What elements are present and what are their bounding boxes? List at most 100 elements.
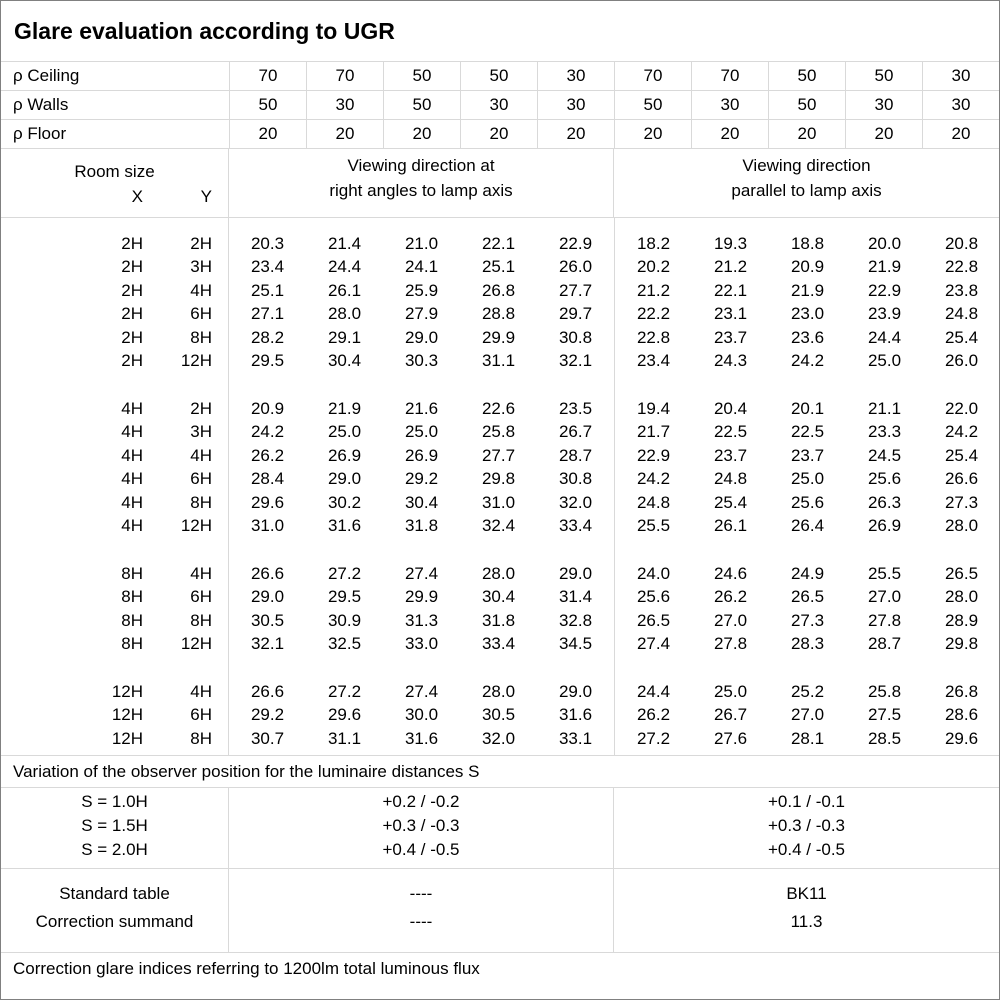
ugr-value: 20.8 <box>944 233 979 253</box>
ugr-value: 26.1 <box>327 280 362 300</box>
room-y-value: 2H <box>190 233 212 253</box>
room-x-value: 4H <box>121 516 143 536</box>
ugr-value: 23.3 <box>867 422 902 442</box>
variation-note: Variation of the observer position for t… <box>1 756 999 788</box>
ugr-value: 25.2 <box>790 681 825 701</box>
ugr-row-parallel: 21.2 22.1 21.9 22.9 23.8 <box>615 279 999 303</box>
ugr-value: 21.9 <box>867 257 902 277</box>
ugr-value: 28.0 <box>327 304 362 324</box>
ugr-value: 30.5 <box>481 705 516 725</box>
ugr-value: 26.9 <box>867 516 902 536</box>
ugr-value: 26.5 <box>944 563 979 583</box>
ugr-value: 23.5 <box>558 398 593 418</box>
ugr-value: 22.0 <box>944 398 979 418</box>
ugr-value: 28.4 <box>250 469 285 489</box>
s-correction-parallel-value: +0.4 / -0.5 <box>767 840 846 859</box>
block-gap <box>615 538 999 562</box>
room-size-row: 2H 2H <box>1 232 228 256</box>
reflectance-value: 30 <box>691 91 768 119</box>
room-y-value: 8H <box>190 327 212 347</box>
ugr-value: 22.6 <box>481 398 516 418</box>
room-y-value: 3H <box>190 422 212 442</box>
ugr-value: 20.2 <box>636 257 671 277</box>
ugr-value: 32.4 <box>481 516 516 536</box>
ugr-value: 31.4 <box>558 587 593 607</box>
reflectance-value: 50 <box>229 91 306 119</box>
viewing-right-angles-header: Viewing direction at right angles to lam… <box>229 149 614 217</box>
ugr-value: 28.0 <box>944 516 979 536</box>
ugr-value: 22.5 <box>713 422 748 442</box>
ugr-value: 26.7 <box>558 422 593 442</box>
ugr-value: 25.8 <box>867 681 902 701</box>
room-x-value: 8H <box>121 634 143 654</box>
ugr-value: 21.6 <box>404 398 439 418</box>
room-x-value: 2H <box>121 257 143 277</box>
ugr-value: 28.7 <box>558 445 593 465</box>
ugr-value: 23.9 <box>867 304 902 324</box>
ugr-row-parallel: 21.7 22.5 22.5 23.3 24.2 <box>615 421 999 445</box>
reflectance-row-label: ρ Walls <box>13 95 69 114</box>
ugr-value: 22.8 <box>944 257 979 277</box>
standard-table-label: Correction summand <box>35 912 194 931</box>
reflectance-value: 20 <box>460 120 537 148</box>
room-y-value: 6H <box>190 469 212 489</box>
standard-table-parallel-value: BK11 <box>786 884 827 903</box>
ugr-value: 26.0 <box>944 351 979 371</box>
room-x-value: 12H <box>111 728 143 748</box>
ugr-value: 29.2 <box>404 469 439 489</box>
ugr-value: 34.5 <box>558 634 593 654</box>
s-correction-parallel-value: +0.3 / -0.3 <box>767 816 846 835</box>
ugr-value: 27.2 <box>636 728 671 748</box>
ugr-value: 29.0 <box>404 327 439 347</box>
ugr-value: 32.8 <box>558 610 593 630</box>
ugr-value: 29.1 <box>327 327 362 347</box>
ugr-value: 29.6 <box>250 492 285 512</box>
standard-table-right-angles-value: ---- <box>409 912 433 931</box>
ugr-row-right-angles: 30.7 31.1 31.6 32.0 33.1 <box>229 727 614 751</box>
room-size-row: 4H 4H <box>1 444 228 468</box>
room-x-value: 2H <box>121 233 143 253</box>
ugr-row-right-angles: 26.6 27.2 27.4 28.0 29.0 <box>229 680 614 704</box>
reflectance-value: 70 <box>614 62 691 90</box>
reflectance-value: 30 <box>306 91 383 119</box>
ugr-value: 25.6 <box>636 587 671 607</box>
ugr-value: 25.9 <box>404 280 439 300</box>
reflectance-value: 50 <box>768 62 845 90</box>
ugr-value: 33.1 <box>558 728 593 748</box>
room-y-value: 8H <box>190 728 212 748</box>
block-gap <box>229 656 614 680</box>
ugr-value: 26.6 <box>250 563 285 583</box>
ugr-value: 30.8 <box>558 469 593 489</box>
ugr-value: 22.2 <box>636 304 671 324</box>
reflectance-value: 20 <box>845 120 922 148</box>
ugr-value: 29.0 <box>327 469 362 489</box>
s-correction-label: S = 1.5H <box>81 816 148 835</box>
ugr-value: 29.9 <box>481 327 516 347</box>
ugr-value: 24.8 <box>636 492 671 512</box>
viewing-parallel-header: Viewing direction parallel to lamp axis <box>614 149 999 217</box>
ugr-value: 30.5 <box>250 610 285 630</box>
ugr-value: 29.8 <box>944 634 979 654</box>
ugr-row-parallel: 25.5 26.1 26.4 26.9 28.0 <box>615 515 999 539</box>
reflectance-value: 30 <box>460 91 537 119</box>
ugr-row-parallel: 24.0 24.6 24.9 25.5 26.5 <box>615 562 999 586</box>
s-correction-label: S = 2.0H <box>81 840 148 859</box>
room-x-value: 2H <box>121 280 143 300</box>
ugr-value: 27.5 <box>867 705 902 725</box>
room-size-header: Room size X Y <box>1 149 229 217</box>
ugr-value: 26.2 <box>713 587 748 607</box>
ugr-value: 31.6 <box>404 728 439 748</box>
ugr-value: 20.0 <box>867 233 902 253</box>
ugr-value: 32.1 <box>558 351 593 371</box>
ugr-value: 25.4 <box>944 445 979 465</box>
page-title: Glare evaluation according to UGR <box>1 1 999 62</box>
room-y-value: 4H <box>190 681 212 701</box>
ugr-value: 26.9 <box>327 445 362 465</box>
ugr-value: 23.0 <box>790 304 825 324</box>
ugr-value: 27.4 <box>404 563 439 583</box>
ugr-value: 18.8 <box>790 233 825 253</box>
room-size-column: 2H 2H 2H 3H 2H 4H 2H 6H 2H 8H 2H 12H 4H 2H 4H 3H 4H 4H 4H 6… <box>1 218 229 755</box>
ugr-value: 25.0 <box>713 681 748 701</box>
room-size-label: Room size <box>74 162 155 181</box>
ugr-value: 23.8 <box>944 280 979 300</box>
